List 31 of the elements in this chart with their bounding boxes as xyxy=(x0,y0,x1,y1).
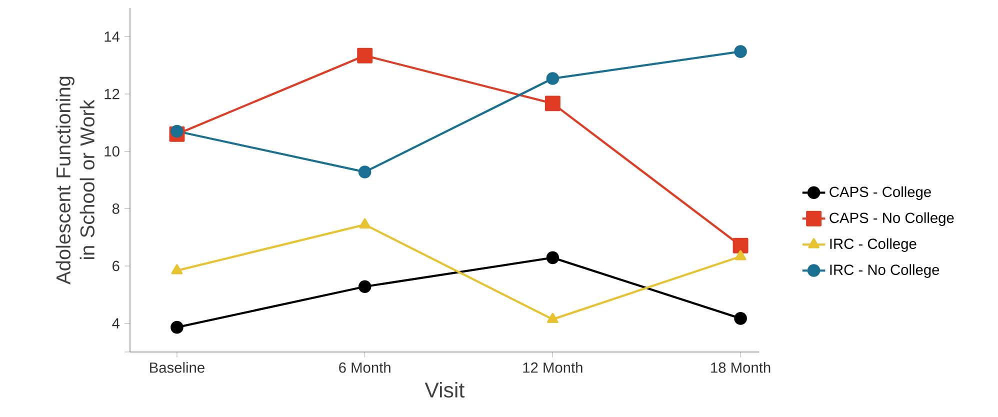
point xyxy=(734,312,747,325)
x-tick-label: Baseline xyxy=(150,362,204,373)
y-axis-title: Adolescent Functioning in School or Work xyxy=(56,76,94,284)
point xyxy=(359,218,371,228)
y-tick-label: 6 xyxy=(112,260,120,272)
point xyxy=(547,312,558,324)
point xyxy=(358,166,372,178)
y-tick-label: 12 xyxy=(104,88,120,100)
x-tick-label: 12 Month xyxy=(523,362,582,373)
x-tick-label: 6 Month xyxy=(339,362,390,373)
legend-label: CAPS - No College xyxy=(830,212,954,226)
point xyxy=(732,238,748,254)
point xyxy=(544,96,560,112)
x-axis-title: Visit xyxy=(424,382,464,398)
point xyxy=(734,45,747,58)
legend-label: IRC - No College xyxy=(830,264,940,278)
point xyxy=(357,48,373,64)
y-tick-label: 4 xyxy=(112,318,120,328)
x-tick-label: 18 Month xyxy=(711,362,770,373)
point xyxy=(546,251,560,264)
point xyxy=(171,264,183,274)
point xyxy=(170,320,184,334)
y-tick-label: 10 xyxy=(104,146,120,157)
y-tick-label: 14 xyxy=(104,32,120,42)
legend-label: CAPS - College xyxy=(830,186,931,200)
point xyxy=(358,280,372,294)
point xyxy=(734,250,746,260)
point xyxy=(546,72,560,85)
legend-label: IRC - College xyxy=(830,238,916,252)
y-tick-label: 8 xyxy=(112,203,120,214)
point xyxy=(170,124,184,138)
